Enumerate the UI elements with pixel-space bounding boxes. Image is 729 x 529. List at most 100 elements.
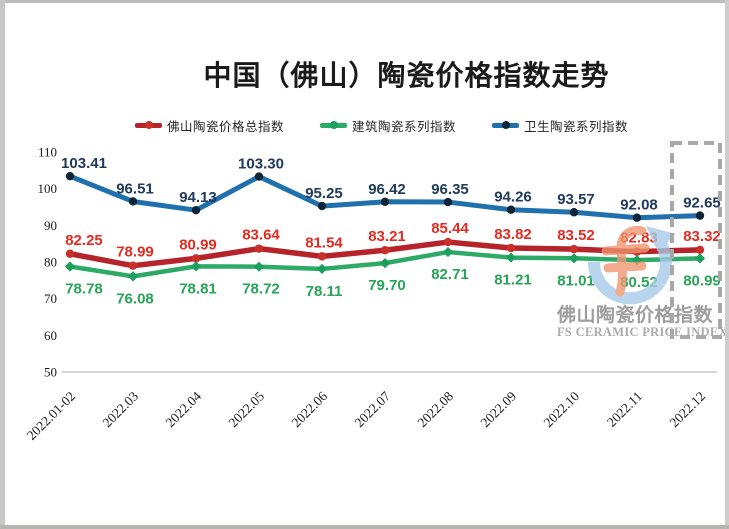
- x-tick-label: 2022.07: [351, 388, 393, 430]
- value-label: 83.82: [494, 226, 532, 243]
- x-tick-label: 2022.09: [477, 388, 519, 430]
- value-label: 103.41: [61, 155, 107, 172]
- value-label: 92.08: [620, 197, 658, 214]
- value-label: 78.11: [306, 283, 343, 300]
- value-label: 94.26: [494, 189, 532, 206]
- value-label: 93.57: [557, 191, 595, 208]
- x-tick-label: 2022.01-02: [24, 389, 78, 443]
- value-label: 83.32: [683, 228, 721, 245]
- value-label: 81.21: [494, 272, 532, 289]
- y-tick-label: 90: [44, 218, 57, 233]
- page-border-bottom: [0, 525, 729, 529]
- legend-label: 建筑陶瓷系列指数: [351, 120, 456, 134]
- legend-line-icon: [134, 121, 162, 130]
- legend-item-sanitary-ceramic: 卫生陶瓷系列指数: [492, 116, 628, 135]
- highlight-box-2022-12: [670, 141, 722, 339]
- value-label: 80.99: [179, 236, 217, 253]
- value-label: 78.81: [179, 280, 217, 297]
- value-label: 78.99: [116, 244, 154, 261]
- value-label: 96.35: [431, 181, 469, 198]
- value-label: 79.70: [368, 277, 406, 294]
- value-label: 95.25: [305, 185, 343, 202]
- data-point-marker: [443, 197, 453, 207]
- data-point-marker: [506, 205, 516, 214]
- legend-dot-icon: [329, 121, 338, 130]
- y-tick-label: 80: [44, 255, 57, 270]
- y-tick-label: 50: [44, 365, 57, 380]
- data-point-marker: [506, 243, 516, 253]
- data-point-marker: [65, 249, 75, 258]
- legend-item-total-index: 佛山陶瓷价格总指数: [134, 116, 284, 135]
- watermark-text-cn: 佛山陶瓷价格指数: [556, 303, 714, 326]
- value-label: 94.13: [179, 189, 217, 206]
- legend-line-icon: [492, 121, 519, 130]
- data-point-marker: [380, 246, 390, 255]
- data-point-marker: [317, 201, 327, 211]
- value-label: 78.72: [242, 281, 280, 298]
- x-tick-label: 2022.11: [604, 389, 645, 430]
- value-label: 83.52: [557, 227, 595, 244]
- y-tick-label: 100: [38, 181, 58, 196]
- chart-legend: 佛山陶瓷价格总指数 建筑陶瓷系列指数 卫生陶瓷系列指数: [0, 116, 729, 135]
- data-point-marker: [569, 244, 579, 254]
- data-point-marker: [442, 246, 454, 258]
- value-label: 80.99: [683, 272, 721, 289]
- legend-dot-icon: [144, 121, 153, 130]
- data-point-marker: [254, 172, 264, 181]
- x-tick-label: 2022.04: [162, 388, 204, 430]
- y-tick-label: 70: [44, 291, 57, 306]
- data-point-marker: [380, 197, 390, 206]
- page-border-top: [0, 0, 729, 3]
- value-label: 78.78: [65, 280, 103, 297]
- data-point-marker: [253, 261, 265, 272]
- x-tick-label: 2022.05: [225, 388, 267, 430]
- legend-label: 卫生陶瓷系列指数: [524, 120, 629, 134]
- value-label: 81.01: [557, 272, 595, 289]
- watermark-logo-icon: [587, 225, 676, 305]
- x-tick-label: 2022.08: [414, 388, 456, 430]
- data-point-marker: [569, 208, 579, 217]
- chart-title: 中国（佛山）陶瓷价格指数走势: [203, 61, 610, 92]
- value-label: 85.44: [431, 220, 469, 237]
- value-label: 96.42: [368, 181, 406, 198]
- data-point-marker: [128, 261, 138, 270]
- value-label: 96.51: [116, 180, 154, 197]
- value-label: 82.25: [65, 232, 103, 249]
- y-tick-label: 110: [38, 145, 57, 160]
- x-tick-label: 2022.03: [99, 388, 141, 430]
- data-point-marker: [128, 197, 138, 206]
- value-label: 83.64: [242, 227, 280, 244]
- value-label: 76.08: [116, 290, 154, 307]
- legend-dot-icon: [502, 121, 510, 130]
- page-border-right: [725, 0, 729, 529]
- data-point-marker: [695, 211, 705, 220]
- data-point-marker: [443, 237, 453, 247]
- data-point-marker: [190, 261, 202, 272]
- data-point-marker: [64, 261, 76, 272]
- data-point-marker: [632, 213, 642, 222]
- data-point-marker: [695, 245, 705, 255]
- data-point-marker: [254, 244, 264, 253]
- data-point-marker: [694, 253, 706, 264]
- data-point-marker: [505, 252, 517, 263]
- data-point-marker: [316, 263, 328, 275]
- value-label: 83.21: [368, 228, 406, 245]
- value-label: 92.65: [683, 195, 721, 212]
- data-point-marker: [65, 171, 75, 181]
- value-label: 82.71: [431, 266, 469, 283]
- legend-line-icon: [319, 121, 347, 130]
- data-point-marker: [191, 254, 201, 263]
- data-point-marker: [127, 271, 139, 282]
- legend-item-building-ceramic: 建筑陶瓷系列指数: [319, 116, 456, 135]
- data-point-marker: [317, 252, 327, 261]
- x-tick-label: 2022.10: [540, 388, 582, 430]
- page-border-left: [0, 0, 5, 529]
- data-point-marker: [379, 258, 391, 269]
- data-point-marker: [191, 205, 201, 215]
- value-label: 103.30: [238, 156, 284, 173]
- y-tick-label: 60: [44, 328, 57, 343]
- x-tick-label: 2022.06: [288, 388, 330, 430]
- x-tick-label: 2022.12: [666, 389, 708, 431]
